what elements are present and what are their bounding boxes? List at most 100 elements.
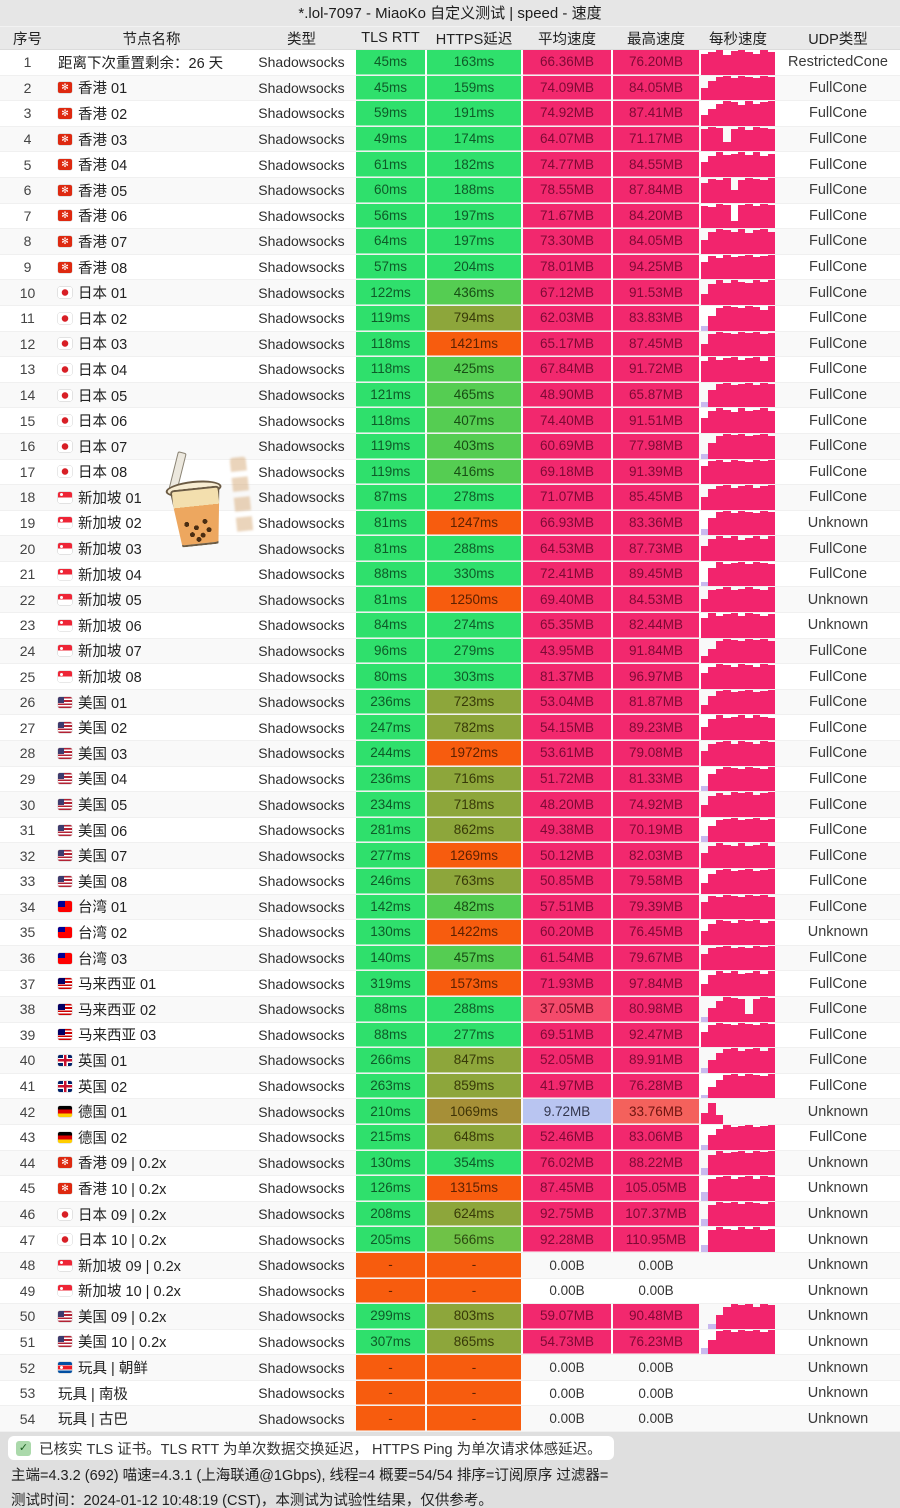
sparkline-bar [723,996,731,1022]
sparkline-bar [767,897,775,920]
node-name-cell: 美国 08 [55,869,248,894]
node-name: 美国 08 [78,874,128,891]
flag-icon-jp [58,389,72,401]
sparkline-bar [752,78,761,101]
sparkline-bar [738,281,746,305]
node-type: Shadowsocks [258,873,345,890]
sparkline-bar [723,141,731,152]
sparkline-bar [760,360,768,382]
udp-type: FullCone [808,1026,868,1043]
sparkline-bar [723,614,731,638]
https-delay-cell: 188ms [427,177,521,203]
sparkline-bar [701,1218,709,1227]
sparkline-bar [752,767,761,792]
flag-icon-jp [58,440,72,452]
https-delay-cell: 1573ms [427,971,521,996]
check-icon: ✓ [16,1440,31,1456]
speed-sparkline [701,50,775,75]
sparkline-bar [738,255,746,280]
max-speed-cell: 76.45MB [613,920,699,945]
sparkline-bar [760,156,768,177]
sparkline-bar [745,1124,753,1150]
sparkline-bar [760,563,768,587]
avg-speed-cell: 60.20MB [523,920,611,945]
max-speed-cell: 79.39MB [613,894,699,920]
sparkline-bar [730,257,739,280]
speed-sparkline [701,1201,775,1227]
sparkline-bar [701,954,709,971]
sparkline-bar [730,385,739,408]
row-index: 42 [19,1103,36,1120]
sparkline-bar [730,1048,739,1073]
node-type: Shadowsocks [258,1359,345,1376]
sparkline-bar [708,923,716,945]
sparkline-bar [723,1124,731,1150]
node-name: 距离下次重置剩余：26 天 [58,55,224,72]
sparkline-bar [708,774,716,792]
sparkline-bar [752,487,761,510]
https-delay-cell: 803ms [427,1304,521,1329]
avg-speed-cell: 53.61MB [523,741,611,766]
node-name-cell: 新加坡 09 | 0.2x [55,1253,248,1278]
https-delay-cell: 197ms [427,203,521,229]
sparkline-bar [723,844,731,868]
sparkline-bar [767,564,775,587]
sparkline-bar [752,257,761,280]
max-speed-cell: 0.00B [638,1411,674,1427]
node-name: 美国 06 [78,823,128,840]
node-type: Shadowsocks [258,335,345,352]
sparkline-bar [730,716,739,741]
footer-test-time-line: 测试时间：2024-01-12 10:48:19 (CST)，本测试为试验性结果… [11,1493,493,1508]
sparkline-bar [730,998,739,1022]
sparkline-bar [738,973,746,996]
speed-sparkline [701,1048,775,1073]
sparkline-bar [715,920,724,945]
node-type: Shadowsocks [258,1385,345,1402]
row-index: 20 [19,540,36,557]
sparkline-bar [738,769,746,792]
sparkline-bar [745,485,753,510]
tls-rtt-cell: 126ms [356,1176,425,1201]
sparkline-bar [745,613,753,638]
sparkline-bar [760,870,768,894]
https-delay-cell: 182ms [427,152,521,177]
max-speed-cell: 84.05MB [613,75,699,101]
https-delay-cell: 303ms [427,664,521,689]
udp-type: FullCone [808,540,868,557]
node-name-cell: 美国 04 [55,767,248,792]
sparkline-bar [730,589,739,613]
sparkline-bar [745,564,753,587]
table-row: 16 日本 07 Shadowsocks 119ms 403ms 60.69MB 77.98… [0,433,900,460]
sparkline-bar [752,1048,761,1073]
tls-rtt-cell: - [356,1252,425,1278]
sparkline-bar [738,664,746,689]
speed-sparkline [701,561,775,587]
avg-speed-cell: 64.07MB [523,126,611,152]
node-name: 日本 04 [78,362,128,379]
flag-icon-sg [58,671,72,683]
sparkline-bar [752,588,761,613]
udp-type: FullCone [808,412,868,429]
udp-type: FullCone [808,719,868,736]
node-name-cell: 美国 06 [55,818,248,843]
node-name-cell: 香港 06 [55,204,248,229]
node-name-cell: 马来西亚 03 [55,1023,248,1048]
sparkline-bar [715,1330,724,1355]
sparkline-bar [708,1025,716,1048]
col-header-avg-speed: 平均速度 [538,31,596,48]
sparkline-bar [752,280,761,305]
tls-rtt-cell: 130ms [356,920,425,945]
sparkline-bar [760,229,768,254]
row-index: 13 [19,361,36,378]
sparkline-bar [745,282,753,305]
udp-type: FullCone [808,335,868,352]
sparkline-bar [745,232,753,254]
sparkline-bar [760,1304,768,1329]
tls-rtt-cell: 118ms [356,357,425,382]
node-type: Shadowsocks [258,412,345,429]
row-index: 28 [19,745,36,762]
node-type: Shadowsocks [258,156,345,173]
sparkline-bar [708,156,716,177]
node-name: 新加坡 04 [78,567,142,584]
https-delay-cell: 1315ms [427,1176,521,1201]
